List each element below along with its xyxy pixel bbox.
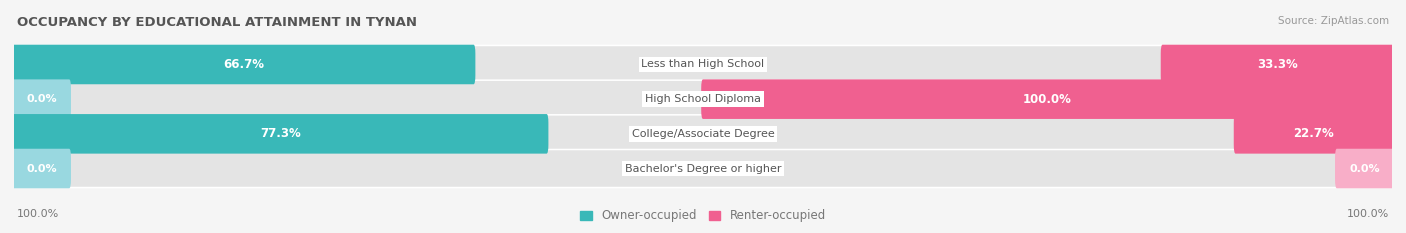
Text: High School Diploma: High School Diploma <box>645 94 761 104</box>
Text: 0.0%: 0.0% <box>1350 164 1379 174</box>
FancyBboxPatch shape <box>1161 45 1393 84</box>
Text: 100.0%: 100.0% <box>17 209 59 219</box>
FancyBboxPatch shape <box>13 45 475 84</box>
FancyBboxPatch shape <box>13 45 1393 84</box>
FancyBboxPatch shape <box>13 149 1393 188</box>
Text: 100.0%: 100.0% <box>1347 209 1389 219</box>
Text: 66.7%: 66.7% <box>224 58 264 71</box>
FancyBboxPatch shape <box>702 79 1393 119</box>
Text: 0.0%: 0.0% <box>27 164 56 174</box>
Legend: Owner-occupied, Renter-occupied: Owner-occupied, Renter-occupied <box>575 205 831 227</box>
Text: 0.0%: 0.0% <box>27 94 56 104</box>
Text: Bachelor's Degree or higher: Bachelor's Degree or higher <box>624 164 782 174</box>
Text: Source: ZipAtlas.com: Source: ZipAtlas.com <box>1278 16 1389 26</box>
FancyBboxPatch shape <box>13 114 1393 154</box>
FancyBboxPatch shape <box>1233 114 1393 154</box>
FancyBboxPatch shape <box>15 150 1391 187</box>
FancyBboxPatch shape <box>15 81 1391 117</box>
FancyBboxPatch shape <box>13 149 70 188</box>
Text: 77.3%: 77.3% <box>260 127 301 140</box>
FancyBboxPatch shape <box>1336 149 1393 188</box>
FancyBboxPatch shape <box>15 46 1391 83</box>
FancyBboxPatch shape <box>13 79 1393 119</box>
FancyBboxPatch shape <box>13 114 548 154</box>
FancyBboxPatch shape <box>15 116 1391 152</box>
Text: Less than High School: Less than High School <box>641 59 765 69</box>
Text: 100.0%: 100.0% <box>1024 93 1071 106</box>
Text: 22.7%: 22.7% <box>1294 127 1334 140</box>
FancyBboxPatch shape <box>13 79 70 119</box>
Text: College/Associate Degree: College/Associate Degree <box>631 129 775 139</box>
Text: OCCUPANCY BY EDUCATIONAL ATTAINMENT IN TYNAN: OCCUPANCY BY EDUCATIONAL ATTAINMENT IN T… <box>17 16 416 29</box>
Text: 33.3%: 33.3% <box>1257 58 1298 71</box>
